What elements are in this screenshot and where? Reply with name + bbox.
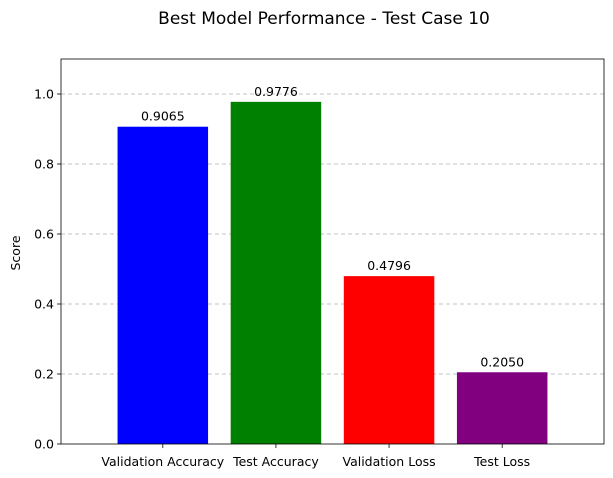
bar-value-label: 0.9065 bbox=[141, 109, 185, 124]
y-tick-label: 1.0 bbox=[34, 87, 54, 102]
x-tick-label: Validation Loss bbox=[343, 454, 436, 469]
bar bbox=[456, 372, 548, 444]
bars bbox=[117, 101, 548, 444]
y-tick-label: 0.8 bbox=[34, 157, 54, 172]
bar bbox=[343, 276, 435, 444]
y-tick-label: 0.0 bbox=[34, 437, 54, 452]
chart-title: Best Model Performance - Test Case 10 bbox=[158, 9, 490, 29]
x-tick-label: Validation Accuracy bbox=[101, 454, 224, 469]
y-axis-label: Score bbox=[8, 235, 23, 270]
y-tick-label: 0.4 bbox=[34, 297, 54, 312]
bar-value-label: 0.2050 bbox=[480, 354, 524, 369]
x-tick-label: Test Loss bbox=[473, 454, 530, 469]
x-tick-label: Test Accuracy bbox=[232, 454, 319, 469]
bar bbox=[117, 126, 209, 444]
bar-value-label: 0.4796 bbox=[367, 258, 411, 273]
bar bbox=[230, 101, 322, 444]
plot-frame bbox=[60, 58, 605, 445]
y-tick-label: 0.6 bbox=[34, 227, 54, 242]
bar-value-label: 0.9776 bbox=[254, 84, 298, 99]
y-tick-label: 0.2 bbox=[34, 367, 54, 382]
data-labels: 0.9065 0.9776 0.4796 0.2050 bbox=[141, 84, 524, 369]
axes: 0.0 0.2 0.4 0.6 0.8 1.0 Validation Accuracy Tes… bbox=[34, 58, 605, 469]
